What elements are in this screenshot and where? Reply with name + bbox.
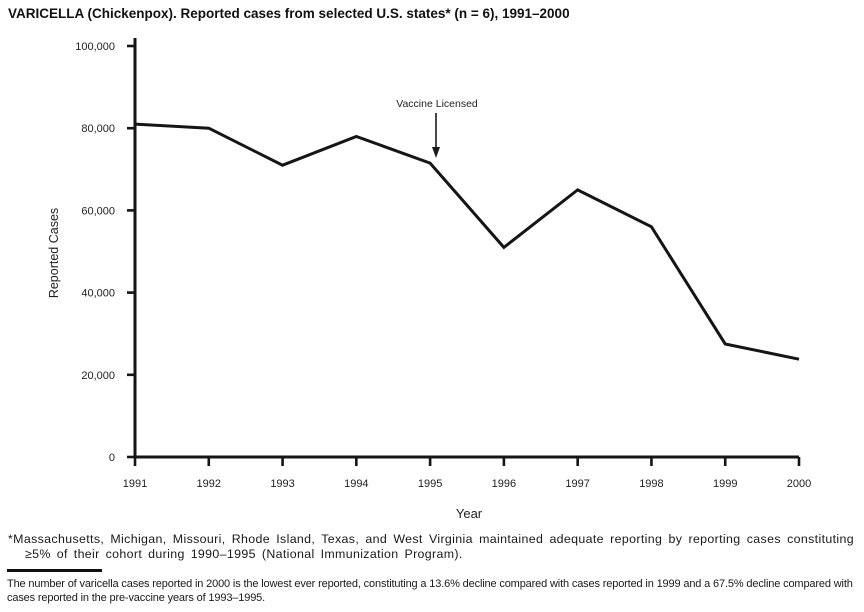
y-tick-label: 0: [109, 452, 115, 464]
varicella-cases-line: [134, 122, 800, 361]
annotation-arrowhead-icon: [432, 147, 440, 158]
y-tick-label: 60,000: [81, 205, 115, 217]
x-tick-label: 1996: [492, 478, 516, 490]
y-tick-label: 20,000: [81, 370, 115, 382]
x-tick-label: 1995: [418, 478, 442, 490]
footnote-decline: The number of varicella cases reported i…: [7, 578, 853, 604]
x-tick-label: 1999: [713, 478, 737, 490]
x-tick-label: 2000: [787, 478, 811, 490]
x-axis-title: Year: [456, 506, 483, 521]
footnote-divider: [7, 569, 102, 572]
x-tick-label: 1992: [197, 478, 221, 490]
figure-title: VARICELLA (Chickenpox). Reported cases f…: [8, 6, 570, 21]
x-tick-label: 1991: [123, 478, 147, 490]
footnote-states: *Massachusetts, Michigan, Missouri, Rhod…: [8, 532, 854, 561]
y-tick-label: 100,000: [75, 41, 115, 53]
y-tick-label: 40,000: [81, 288, 115, 300]
x-tick-label: 1997: [565, 478, 589, 490]
y-tick-label: 80,000: [81, 123, 115, 135]
x-tick-label: 1994: [344, 478, 368, 490]
series-layer: [134, 122, 800, 361]
y-axis-title: Reported Cases: [47, 208, 61, 298]
x-tick-label: 1993: [270, 478, 294, 490]
line-chart: 0 20,000 40,000 60,000 80,000 100,000 1991 1992…: [47, 38, 811, 521]
vaccine-licensed-annotation-label: Vaccine Licensed: [396, 98, 478, 110]
ticks-layer: 0 20,000 40,000 60,000 80,000 100,000 1991 1992…: [75, 41, 811, 490]
x-tick-label: 1998: [639, 478, 663, 490]
